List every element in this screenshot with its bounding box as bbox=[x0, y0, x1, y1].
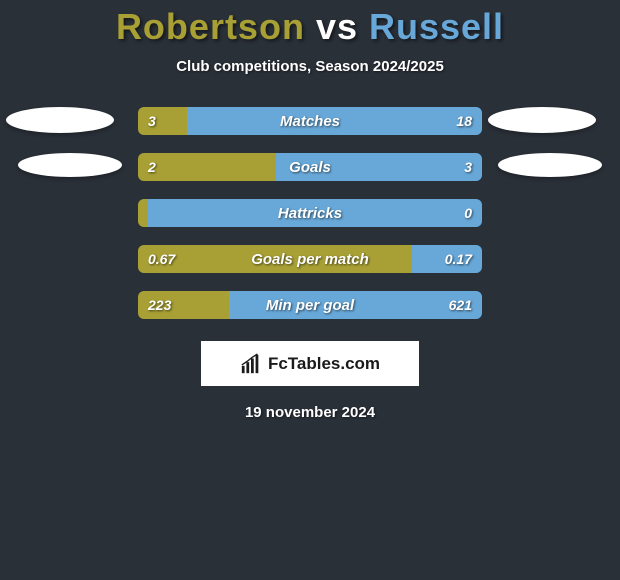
comparison-chart: 318Matches23Goals00Hattricks0.670.17Goal… bbox=[0, 107, 620, 321]
stat-value-right: 621 bbox=[449, 297, 472, 313]
stat-value-left: 223 bbox=[148, 297, 171, 313]
generated-date: 19 november 2024 bbox=[0, 404, 620, 421]
player-badge-placeholder bbox=[498, 153, 602, 177]
stat-bar: 3 18 bbox=[138, 107, 482, 135]
stat-value-right: 0 bbox=[464, 205, 472, 221]
stat-bar-left: 2 bbox=[138, 153, 276, 181]
player-badge-placeholder bbox=[6, 107, 114, 133]
stat-bar-left: 0 bbox=[138, 199, 148, 227]
stat-value-right: 0.17 bbox=[445, 251, 472, 267]
player-badge-placeholder bbox=[18, 153, 122, 177]
comparison-title: Robertson vs Russell bbox=[0, 0, 620, 48]
stat-row: 00Hattricks bbox=[0, 199, 620, 229]
vs-separator: vs bbox=[305, 6, 369, 47]
stat-bar-left: 223 bbox=[138, 291, 229, 319]
player-badge-placeholder bbox=[488, 107, 596, 133]
stat-bar-right: 621 bbox=[229, 291, 482, 319]
stat-value-left: 3 bbox=[148, 113, 156, 129]
stat-value-right: 3 bbox=[464, 159, 472, 175]
stat-bar: 0.67 0.17 bbox=[138, 245, 482, 273]
stat-bar-right: 3 bbox=[276, 153, 482, 181]
stat-bar-left: 0.67 bbox=[138, 245, 412, 273]
stat-row: 223621Min per goal bbox=[0, 291, 620, 321]
brand-text: FcTables.com bbox=[268, 354, 380, 374]
player2-name: Russell bbox=[369, 6, 504, 47]
subtitle: Club competitions, Season 2024/2025 bbox=[0, 58, 620, 75]
player1-name: Robertson bbox=[116, 6, 305, 47]
stat-value-right: 18 bbox=[456, 113, 472, 129]
stat-bar-right: 18 bbox=[187, 107, 482, 135]
stat-value-left: 0.67 bbox=[148, 251, 175, 267]
stat-bar: 23 bbox=[138, 153, 482, 181]
stat-row: 0.670.17Goals per match bbox=[0, 245, 620, 275]
stat-bar-left: 3 bbox=[138, 107, 187, 135]
brand-badge: FcTables.com bbox=[201, 341, 419, 386]
stat-bar: 223 621 bbox=[138, 291, 482, 319]
stat-bar: 00 bbox=[138, 199, 482, 227]
stat-value-left: 2 bbox=[148, 159, 156, 175]
stat-bar-right: 0 bbox=[148, 199, 482, 227]
barchart-icon bbox=[240, 353, 262, 375]
stat-bar-right: 0.17 bbox=[412, 245, 482, 273]
